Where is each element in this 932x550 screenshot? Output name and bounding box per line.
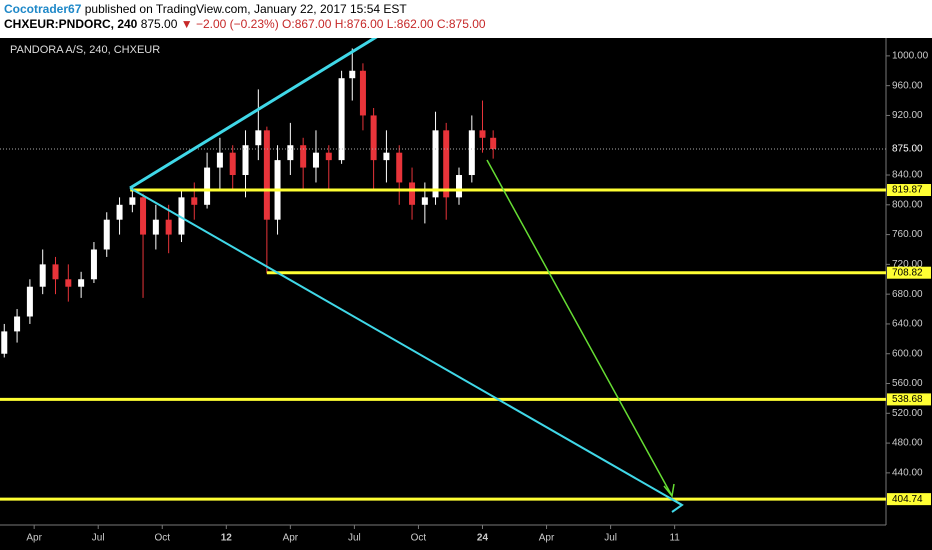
candle-body — [443, 130, 450, 198]
x-tick-label: Oct — [411, 533, 427, 544]
arrow-head — [669, 497, 684, 513]
y-tick-label: 520.00 — [892, 408, 923, 419]
candle-body — [287, 145, 294, 161]
x-tick-label: Oct — [154, 533, 170, 544]
level-label: 538.68 — [892, 394, 923, 405]
candle-body — [479, 130, 486, 138]
candle-body — [65, 279, 72, 287]
y-tick-label: 560.00 — [892, 378, 923, 389]
candle-body — [152, 219, 159, 235]
candle-body — [396, 152, 403, 183]
x-tick-label: 24 — [477, 533, 489, 544]
candle-body — [204, 167, 211, 205]
candle-body — [263, 130, 270, 220]
ohlc: L:862.00 — [386, 17, 434, 31]
candle-body — [1, 331, 8, 354]
x-tick-label: Apr — [539, 533, 555, 544]
ohlc: C:875.00 — [436, 17, 486, 31]
candle-body — [468, 130, 475, 176]
candle-body — [383, 152, 390, 161]
chart-title: PANDORA A/S, 240, CHXEUR — [10, 44, 160, 56]
trend-line — [129, 38, 378, 190]
candle-body — [349, 70, 356, 79]
candle-body — [490, 137, 497, 149]
x-tick-label: Apr — [26, 533, 42, 544]
y-tick-label: 640.00 — [892, 319, 923, 330]
candle-body — [103, 219, 110, 250]
header-line: Cocotrader67 published on TradingView.co… — [4, 2, 932, 17]
level-label: 404.74 — [892, 494, 923, 505]
background — [0, 38, 932, 550]
x-tick-label: Jul — [92, 533, 105, 544]
last-price-label: 875.00 — [892, 144, 923, 155]
header: Cocotrader67 published on TradingView.co… — [0, 0, 932, 38]
level-label: 708.82 — [892, 267, 923, 278]
y-tick-label: 480.00 — [892, 438, 923, 449]
candle-body — [39, 264, 46, 287]
y-tick-label: 920.00 — [892, 110, 923, 121]
trend-line — [129, 187, 683, 506]
level-label: 819.87 — [892, 185, 923, 196]
change: ▼ −2.00 (−0.23%) — [180, 17, 279, 31]
y-tick-label: 720.00 — [892, 259, 923, 270]
x-tick-label: 11 — [669, 533, 680, 544]
ohlc: O:867.00 — [282, 17, 332, 31]
candle-body — [14, 316, 21, 332]
candle-body — [432, 130, 439, 198]
x-tick-label: 12 — [221, 533, 233, 544]
symbol: CHXEUR:PNDORC, 240 — [4, 17, 138, 31]
x-tick-label: Apr — [283, 533, 299, 544]
candle-body — [359, 70, 366, 116]
level-tag — [887, 266, 931, 279]
candle-body — [26, 286, 33, 317]
x-tick-label: Jul — [348, 533, 361, 544]
candle-body — [129, 197, 136, 205]
y-tick-label: 680.00 — [892, 289, 923, 300]
y-tick-label: 1000.00 — [892, 51, 929, 62]
published: published on TradingView.com, January 22… — [84, 2, 407, 16]
marks: 1000.00 960.00 920.00 840.00 800.00 760.00 720… — [0, 48, 931, 544]
candle-body — [178, 197, 185, 235]
candle-body — [52, 264, 59, 280]
candle-body — [312, 152, 319, 168]
candle-body — [370, 115, 377, 161]
candle-body — [409, 182, 416, 205]
y-tick-label: 840.00 — [892, 170, 923, 181]
level-tag — [887, 184, 931, 197]
candle-body — [242, 145, 249, 176]
price: 875.00 — [140, 17, 178, 31]
y-tick-label: 960.00 — [892, 80, 923, 91]
projection-arrow — [486, 159, 673, 497]
candle-body — [300, 145, 307, 168]
candle-body — [78, 279, 85, 287]
chart: PANDORA A/S, 240, CHXEUR 1000.00 960.00 92… — [0, 38, 932, 550]
candle-body — [116, 204, 123, 220]
candle-body — [216, 152, 223, 168]
level-tag — [887, 493, 931, 506]
level-tag — [887, 393, 931, 406]
header-line: CHXEUR:PNDORC, 240 875.00 ▼ −2.00 (−0.23… — [4, 17, 932, 32]
candle-body — [140, 197, 147, 235]
candle-body — [325, 152, 332, 161]
candle-body — [191, 197, 198, 205]
user[interactable]: Cocotrader67 — [4, 2, 82, 16]
y-tick-label: 440.00 — [892, 468, 923, 479]
y-tick-label: 760.00 — [892, 229, 923, 240]
candle-body — [90, 249, 97, 280]
y-tick-label: 600.00 — [892, 348, 923, 359]
candle-body — [255, 130, 262, 146]
candle-body — [338, 78, 345, 161]
ohlc: H:876.00 — [334, 17, 384, 31]
candle-body — [229, 152, 236, 176]
candle-body — [456, 175, 463, 198]
candle-body — [165, 219, 172, 235]
y-tick-label: 800.00 — [892, 199, 923, 210]
candle-body — [421, 197, 428, 205]
x-tick-label: Jul — [604, 533, 617, 544]
arrow-head — [663, 483, 675, 498]
